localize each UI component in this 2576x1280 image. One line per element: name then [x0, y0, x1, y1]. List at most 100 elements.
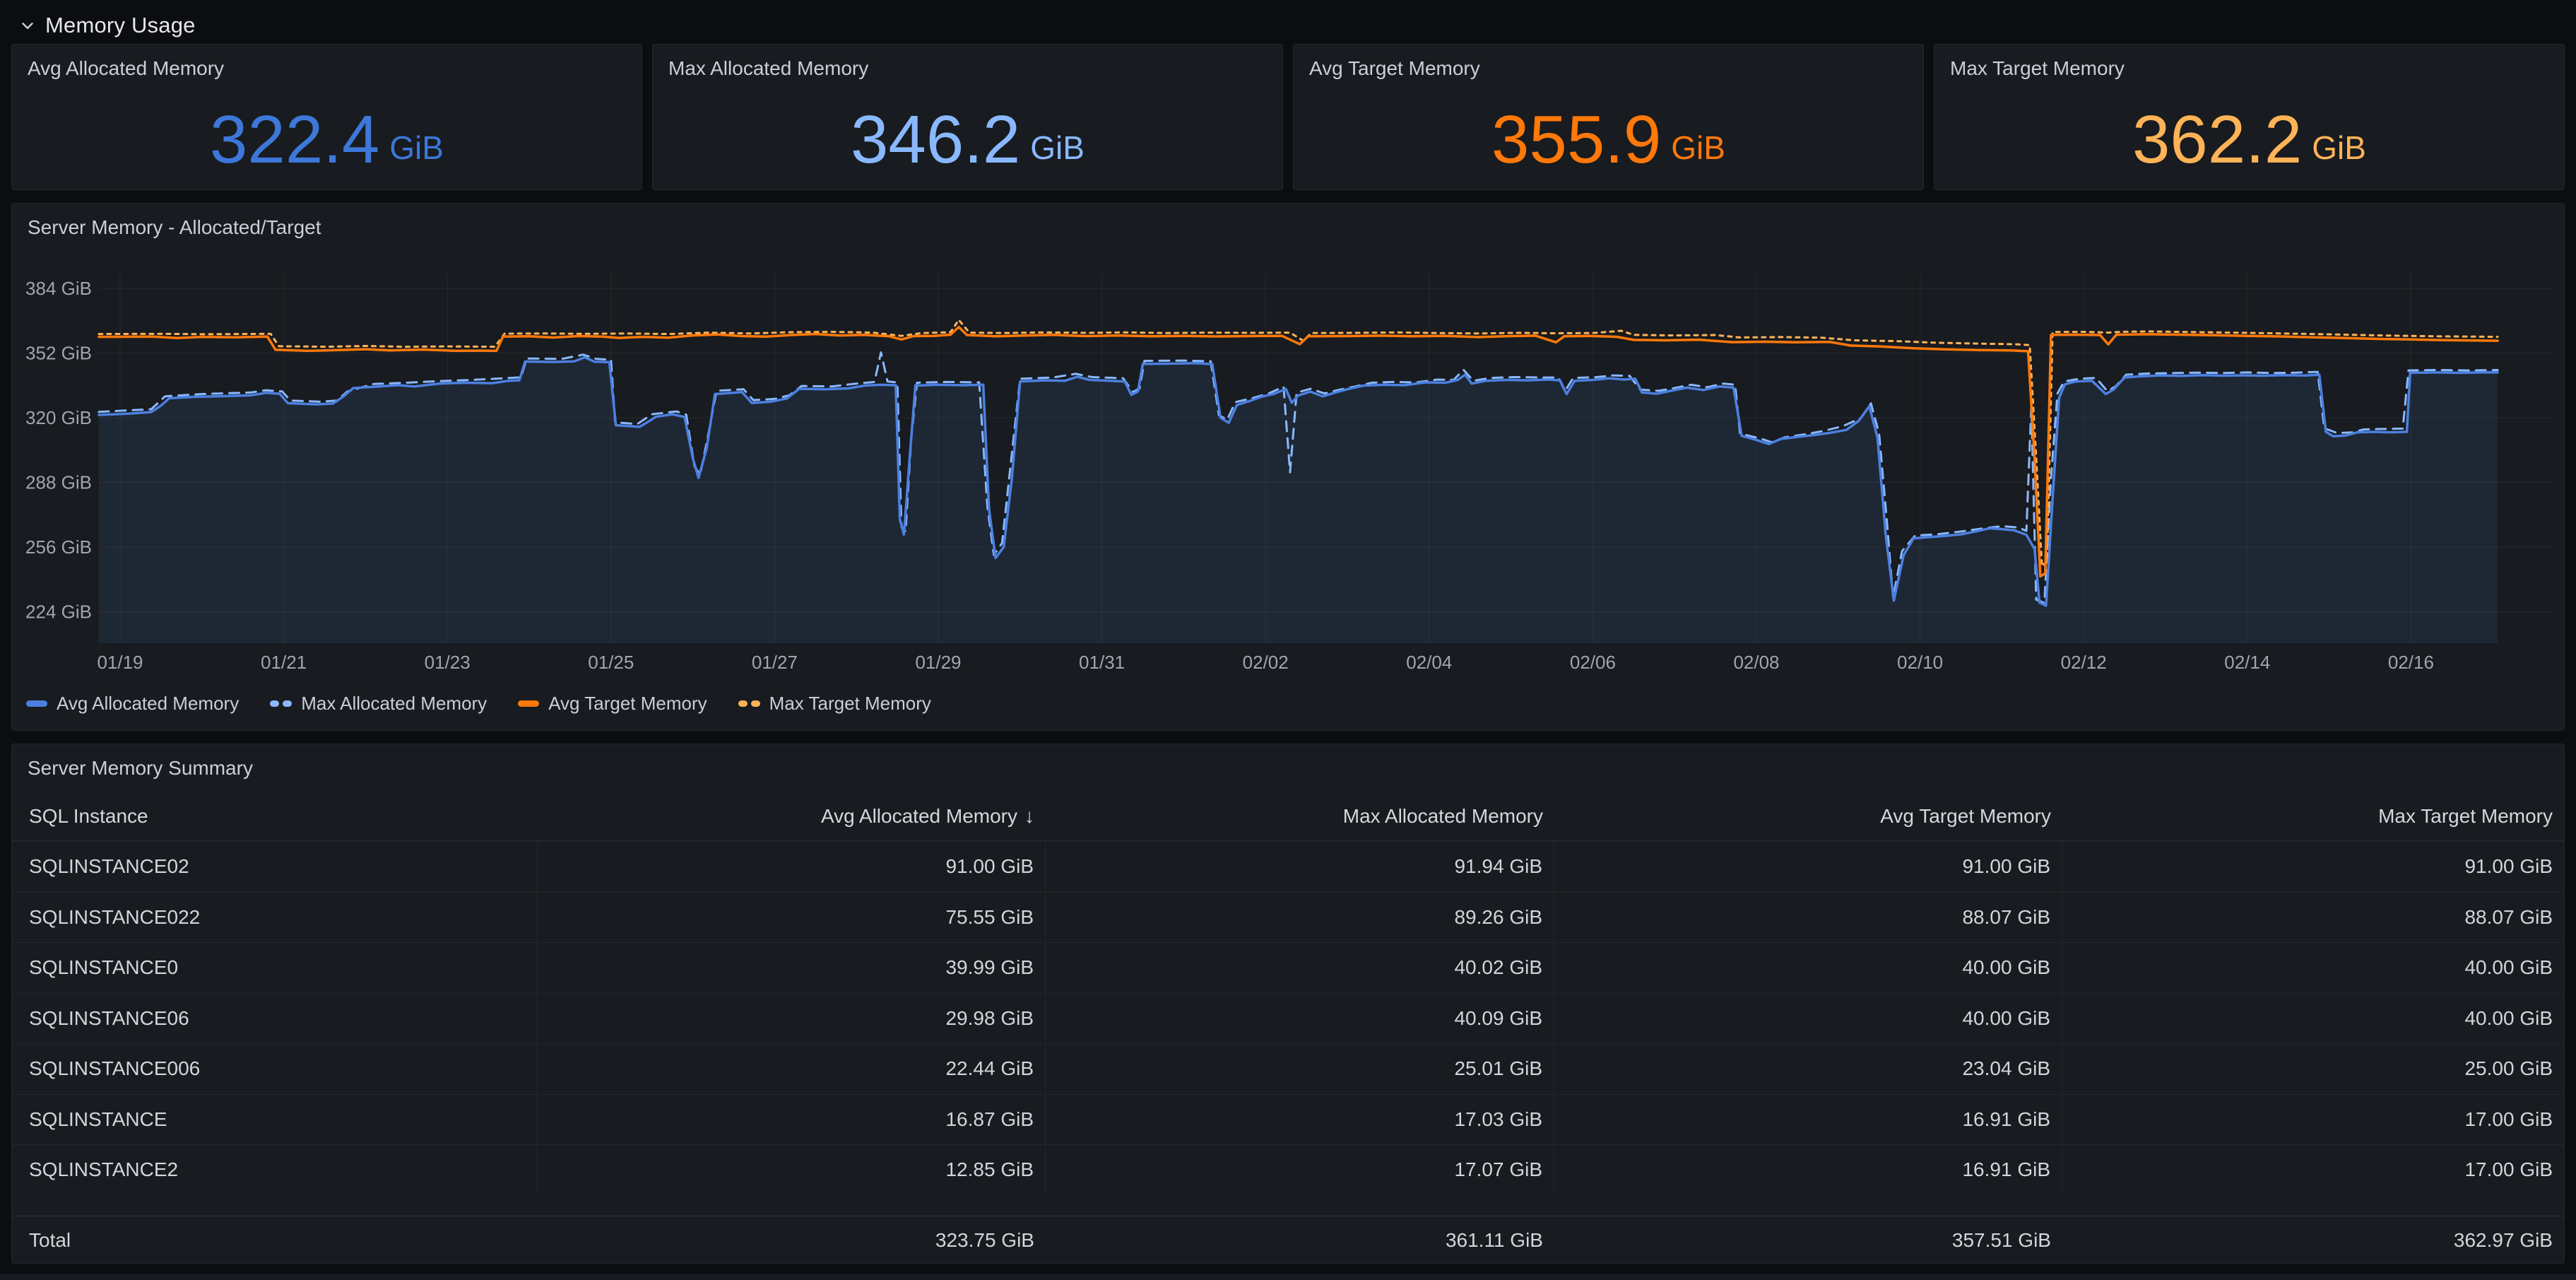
- y-axis-tick-label: 224 GiB: [25, 601, 92, 623]
- stat-value-row: 355.9 GiB: [1294, 80, 1923, 189]
- stat-value: 346.2: [851, 101, 1021, 177]
- x-axis-tick-label: 01/19: [97, 652, 143, 673]
- table-spacer: [12, 1195, 2564, 1216]
- total-value: 362.97 GiB: [2453, 1229, 2553, 1251]
- cell-sql-instance: SQLINSTANCE006: [12, 1044, 538, 1094]
- cell-value: 17.07 GiB: [1046, 1145, 1554, 1195]
- cell-value: 40.09 GiB: [1046, 993, 1554, 1043]
- panel-title[interactable]: Avg Target Memory: [1309, 57, 1480, 79]
- stat-value-row: 346.2 GiB: [653, 80, 1282, 189]
- stat-panel-avg-target-memory: Avg Target Memory 355.9 GiB: [1293, 44, 1924, 190]
- chart-legend: Avg Allocated Memory Max Allocated Memory…: [26, 693, 931, 715]
- cell-value: 16.87 GiB: [538, 1094, 1046, 1144]
- panel-title[interactable]: Max Allocated Memory: [668, 57, 869, 79]
- panel-title[interactable]: Server Memory Summary: [28, 757, 253, 779]
- legend-item-avg-target-memory[interactable]: Avg Target Memory: [518, 693, 707, 715]
- cell-value: 12.85 GiB: [538, 1145, 1046, 1195]
- column-header-avg-allocated-memory[interactable]: Avg Allocated Memory ↓: [820, 805, 1034, 827]
- legend-series-swatch: [26, 700, 47, 707]
- stat-unit: GiB: [389, 129, 444, 166]
- cell-value: 91.00 GiB: [538, 841, 1046, 892]
- cell-value: 29.98 GiB: [538, 993, 1046, 1043]
- y-axis-tick-label: 320 GiB: [25, 407, 92, 428]
- cell-value: 91.00 GiB: [1554, 841, 2062, 892]
- table-panel-server-memory-summary: Server Memory Summary SQL Instance Avg Al…: [11, 744, 2565, 1264]
- cell-value: 23.04 GiB: [1554, 1044, 2062, 1094]
- panel-title[interactable]: Server Memory - Allocated/Target: [28, 216, 321, 238]
- stats-row: Avg Allocated Memory 322.4 GiB Max Alloc…: [11, 44, 2565, 190]
- summary-table: SQL Instance Avg Allocated Memory ↓ Max All…: [12, 777, 2564, 1265]
- column-header-max-allocated-memory[interactable]: Max Allocated Memory: [1342, 805, 1543, 827]
- x-axis-tick-label: 02/12: [2061, 652, 2107, 673]
- table-row: SQLINSTANCE006 22.44 GiB 25.01 GiB 23.04 Gi…: [12, 1043, 2564, 1094]
- total-value: 361.11 GiB: [1445, 1229, 1543, 1251]
- stat-value: 362.2: [2132, 101, 2303, 177]
- cell-value: 91.94 GiB: [1046, 841, 1554, 892]
- x-axis-tick-label: 02/06: [1570, 652, 1616, 673]
- table-header-row: SQL Instance Avg Allocated Memory ↓ Max All…: [12, 777, 2564, 840]
- cell-sql-instance: SQLINSTANCE02: [12, 841, 538, 892]
- section-header-memory-usage[interactable]: Memory Usage: [0, 0, 2576, 44]
- cell-value: 39.99 GiB: [538, 943, 1046, 993]
- stat-panel-avg-allocated-memory: Avg Allocated Memory 322.4 GiB: [11, 44, 642, 190]
- legend-label: Max Target Memory: [769, 693, 931, 714]
- cell-sql-instance: SQLINSTANCE: [12, 1094, 538, 1144]
- table-row: SQLINSTANCE 16.87 GiB 17.03 GiB 16.91 GiB 17…: [12, 1093, 2564, 1144]
- x-axis-tick-label: 01/27: [752, 652, 798, 673]
- cell-value: 40.00 GiB: [1554, 993, 2062, 1043]
- cell-sql-instance: SQLINSTANCE022: [12, 892, 538, 942]
- total-value: 323.75 GiB: [935, 1229, 1034, 1251]
- x-axis-tick-label: 02/08: [1733, 652, 1779, 673]
- cell-sql-instance: SQLINSTANCE06: [12, 993, 538, 1043]
- chart-panel-server-memory: Server Memory - Allocated/Target 384 GiB…: [11, 203, 2565, 731]
- cell-value: 25.00 GiB: [2464, 1057, 2553, 1080]
- table-row: SQLINSTANCE0 39.99 GiB 40.02 GiB 40.00 GiB 4…: [12, 942, 2564, 993]
- legend-label: Avg Allocated Memory: [57, 693, 240, 714]
- stat-unit: GiB: [1030, 129, 1085, 166]
- x-axis-tick-label: 02/04: [1406, 652, 1452, 673]
- table-row: SQLINSTANCE02 91.00 GiB 91.94 GiB 91.00 GiB…: [12, 841, 2564, 892]
- x-axis-tick-label: 02/10: [1897, 652, 1943, 673]
- x-axis-tick-label: 02/14: [2224, 652, 2270, 673]
- cell-value: 17.00 GiB: [2464, 1158, 2553, 1181]
- cell-value: 16.91 GiB: [1554, 1094, 2062, 1144]
- panel-title[interactable]: Avg Allocated Memory: [28, 57, 225, 79]
- column-header-sql-instance[interactable]: SQL Instance: [29, 805, 148, 827]
- cell-value: 91.00 GiB: [2464, 855, 2553, 877]
- cell-value: 17.03 GiB: [1046, 1094, 1554, 1144]
- table-row: SQLINSTANCE022 75.55 GiB 89.26 GiB 88.07 Gi…: [12, 891, 2564, 942]
- timeseries-plot[interactable]: 384 GiB 352 GiB 320 GiB 288 GiB 256 GiB 224 G…: [12, 204, 2565, 732]
- cell-value: 89.26 GiB: [1046, 892, 1554, 942]
- series-line-avg-target-memory: [98, 325, 2499, 578]
- chevron-down-icon: [18, 16, 37, 35]
- y-axis-tick-label: 384 GiB: [25, 278, 92, 299]
- table-row: SQLINSTANCE06 29.98 GiB 40.09 GiB 40.00 GiB…: [12, 992, 2564, 1043]
- legend-series-swatch: [738, 700, 760, 707]
- y-axis-tick-label: 288 GiB: [25, 471, 92, 493]
- section-title: Memory Usage: [45, 13, 196, 37]
- cell-value: 88.07 GiB: [2464, 905, 2553, 928]
- legend-item-max-allocated-memory[interactable]: Max Allocated Memory: [270, 693, 487, 715]
- cell-value: 40.00 GiB: [1554, 943, 2062, 993]
- x-axis-tick-label: 01/23: [425, 652, 471, 673]
- panel-title[interactable]: Max Target Memory: [1950, 57, 2125, 79]
- x-axis-tick-label: 01/29: [915, 652, 961, 673]
- total-value: 357.51 GiB: [1951, 1229, 2051, 1251]
- stat-unit: GiB: [2312, 129, 2366, 166]
- cell-value: 40.00 GiB: [2464, 956, 2553, 979]
- legend-item-max-target-memory[interactable]: Max Target Memory: [738, 693, 931, 715]
- x-axis-tick-label: 02/02: [1243, 652, 1289, 673]
- column-header-avg-target-memory[interactable]: Avg Target Memory: [1880, 805, 2051, 827]
- stat-value: 322.4: [210, 101, 380, 177]
- cell-sql-instance: SQLINSTANCE0: [12, 943, 538, 993]
- cell-value: 40.00 GiB: [2464, 1006, 2553, 1029]
- cell-value: 75.55 GiB: [538, 892, 1046, 942]
- cell-value: 25.01 GiB: [1046, 1044, 1554, 1094]
- cell-value: 22.44 GiB: [538, 1044, 1046, 1094]
- stat-panel-max-allocated-memory: Max Allocated Memory 346.2 GiB: [652, 44, 1283, 190]
- total-label: Total: [29, 1229, 71, 1251]
- legend-item-avg-allocated-memory[interactable]: Avg Allocated Memory: [26, 693, 239, 715]
- column-header-max-target-memory[interactable]: Max Target Memory: [2378, 805, 2553, 827]
- cell-value: 17.00 GiB: [2464, 1108, 2553, 1130]
